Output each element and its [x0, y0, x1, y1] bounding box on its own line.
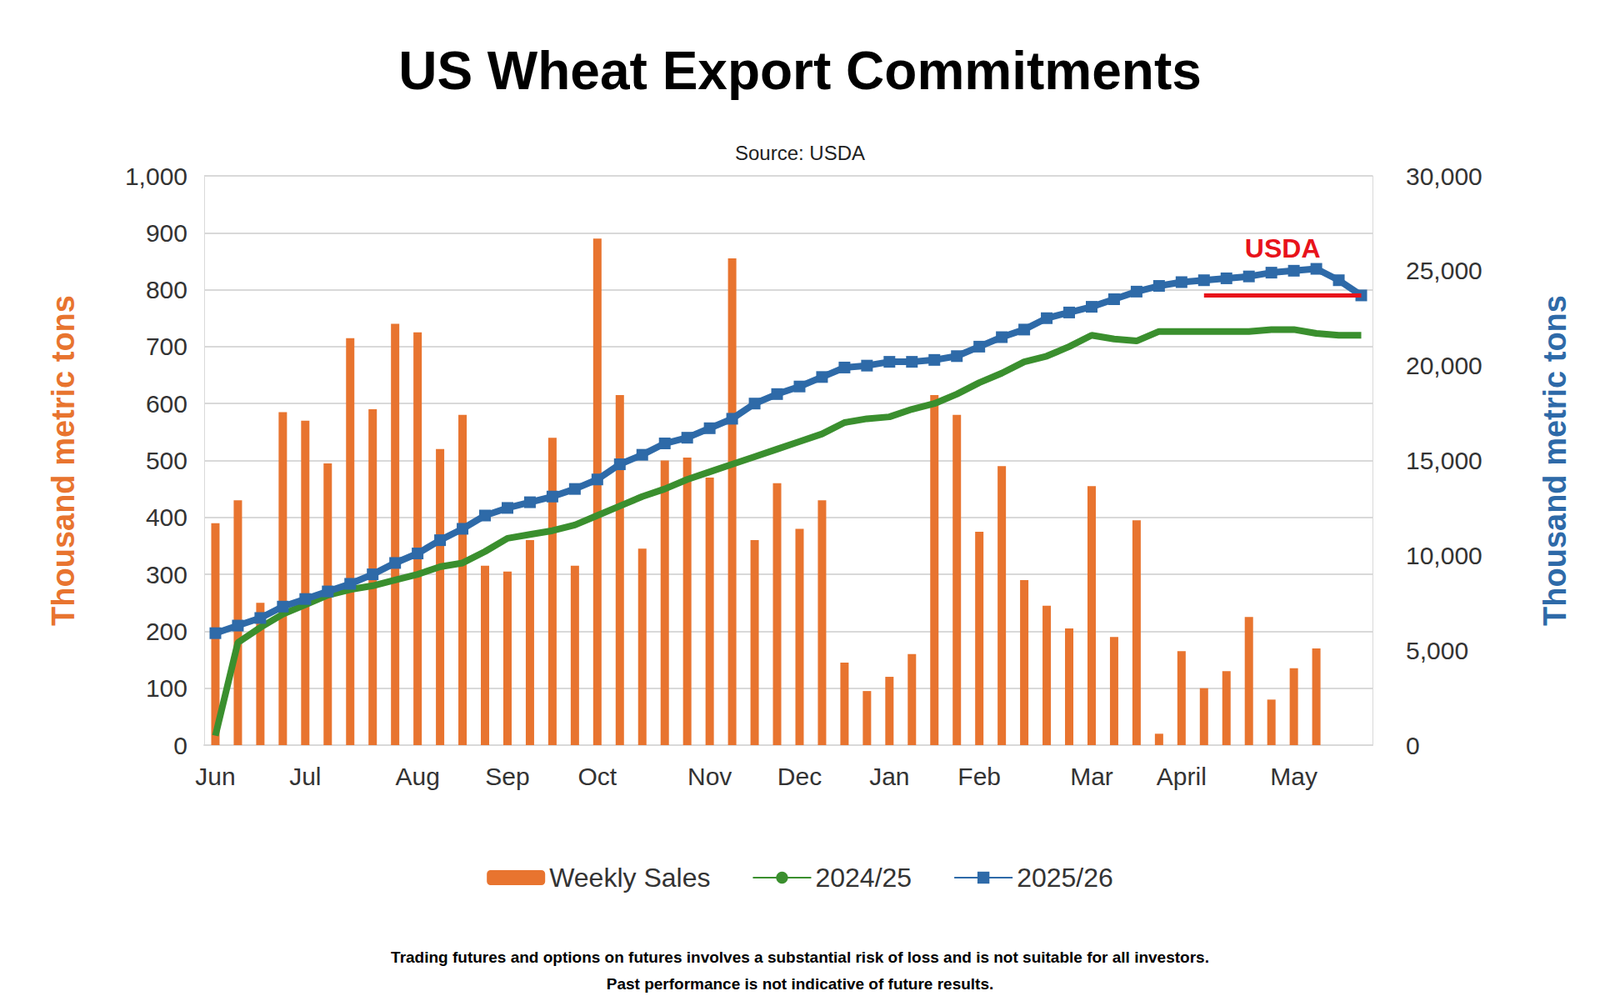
svg-text:900: 900: [145, 219, 188, 247]
svg-text:15,000: 15,000: [1405, 446, 1483, 475]
svg-text:Aug: Aug: [395, 762, 440, 790]
svg-text:Feb: Feb: [957, 762, 1001, 790]
svg-text:20,000: 20,000: [1405, 351, 1483, 380]
svg-text:Jun: Jun: [195, 762, 235, 790]
svg-text:Jul: Jul: [289, 762, 321, 790]
svg-text:100: 100: [145, 674, 188, 702]
svg-text:Mar: Mar: [1070, 762, 1114, 790]
svg-text:Jan: Jan: [869, 762, 910, 790]
svg-text:April: April: [1156, 762, 1207, 790]
svg-text:Source: USDA: Source: USDA: [735, 141, 865, 165]
svg-text:300: 300: [145, 560, 188, 589]
svg-text:Weekly Sales: Weekly Sales: [549, 862, 710, 893]
svg-text:Nov: Nov: [687, 762, 732, 790]
svg-text:700: 700: [145, 332, 188, 360]
svg-text:5,000: 5,000: [1405, 636, 1469, 665]
svg-text:2025/26: 2025/26: [1016, 862, 1114, 893]
svg-text:Trading futures and options on: Trading futures and options on futures i…: [390, 948, 1210, 966]
svg-text:USDA: USDA: [1245, 233, 1321, 264]
svg-text:500: 500: [145, 446, 188, 475]
svg-text:25,000: 25,000: [1405, 256, 1483, 285]
svg-text:US Wheat Export Commitments: US Wheat Export Commitments: [398, 40, 1202, 101]
svg-text:0: 0: [1405, 731, 1420, 760]
svg-text:200: 200: [145, 617, 188, 645]
svg-text:600: 600: [145, 390, 188, 418]
svg-text:Thousand metric tons: Thousand metric tons: [45, 295, 81, 626]
svg-text:400: 400: [145, 503, 188, 531]
svg-text:Thousand metric tons: Thousand metric tons: [1537, 295, 1573, 626]
svg-text:Oct: Oct: [577, 762, 617, 790]
svg-text:2024/25: 2024/25: [815, 862, 912, 893]
svg-text:Dec: Dec: [777, 762, 822, 790]
svg-text:May: May: [1270, 762, 1318, 790]
svg-text:Sep: Sep: [485, 762, 530, 790]
svg-text:10,000: 10,000: [1405, 541, 1483, 570]
svg-text:800: 800: [145, 275, 188, 304]
svg-text:0: 0: [173, 731, 188, 760]
svg-text:Past performance is not indica: Past performance is not indicative of fu…: [606, 975, 995, 993]
svg-text:1,000: 1,000: [125, 162, 188, 190]
svg-text:30,000: 30,000: [1405, 162, 1483, 190]
